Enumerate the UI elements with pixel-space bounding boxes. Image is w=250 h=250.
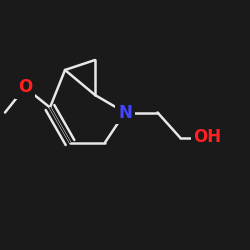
Text: N: N xyxy=(118,104,132,122)
Text: OH: OH xyxy=(194,128,222,146)
Text: O: O xyxy=(18,78,32,96)
